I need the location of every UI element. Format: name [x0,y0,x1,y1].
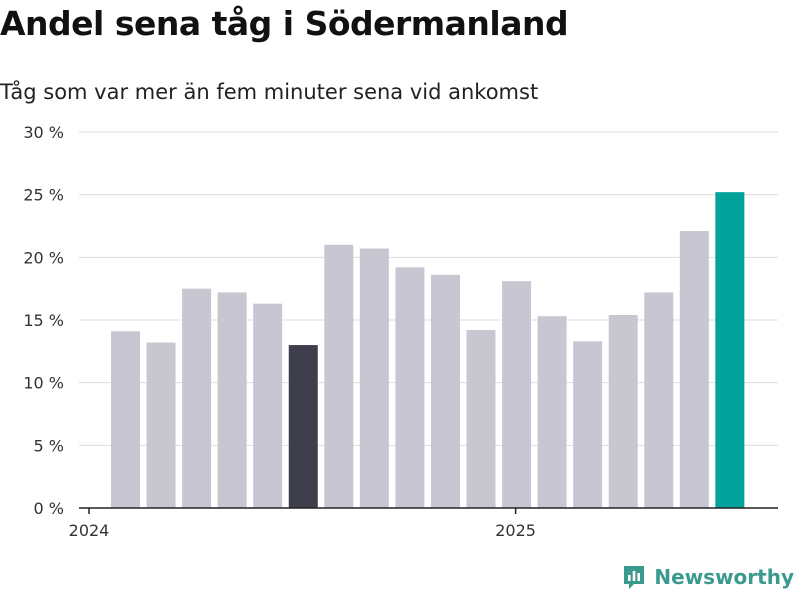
chart-title: Andel sena tåg i Södermanland [0,4,569,43]
bar [715,192,745,508]
bar [146,342,176,508]
bar [182,288,212,508]
y-tick-label: 15 % [23,311,64,330]
bar [395,267,425,508]
y-tick-label: 10 % [23,374,64,393]
bar [324,244,354,509]
bar [644,292,674,508]
bar [253,303,283,508]
newsworthy-logo: Newsworthy [622,564,794,590]
brand-name: Newsworthy [654,565,794,589]
y-tick-label: 5 % [34,436,64,455]
y-tick-label: 20 % [23,248,64,267]
chat-bar-chart-icon [624,566,645,589]
bar [466,330,496,508]
bar [217,292,247,508]
bar [537,316,567,508]
y-tick-label: 30 % [23,123,64,142]
bar [111,331,140,508]
x-tick-label: 2025 [495,521,536,540]
bar [359,248,389,508]
bar [430,274,460,508]
bar [608,314,638,508]
bar [679,231,709,508]
bar [573,341,603,508]
y-tick-label: 25 % [23,186,64,205]
bar [288,345,318,508]
y-tick-label: 0 % [34,499,64,518]
bar [502,281,532,508]
x-tick-label: 2024 [69,521,110,540]
chart-subtitle: Tåg som var mer än fem minuter sena vid … [0,80,539,104]
